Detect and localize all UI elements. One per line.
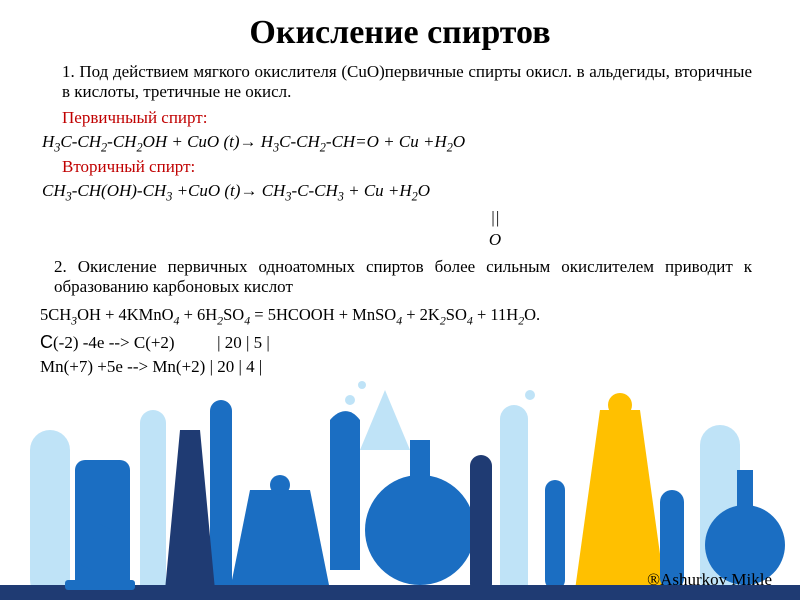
- equation-2: CH3-CH(OH)-CH3 +CuO (t)→ CH3-C-CH3 + Cu …: [40, 181, 760, 204]
- redox-line-1: C(-2) -4e --> C(+2) | 20 | 5 |: [40, 332, 760, 353]
- slide-content: Окисление спиртов 1. Под действием мягко…: [0, 0, 800, 600]
- author-credit: ®Ashurkov Mikle: [647, 570, 772, 590]
- section-2-intro: 2. Окисление первичных одноатомных спирт…: [40, 257, 760, 301]
- primary-alcohol-label: Первичныый спирт:: [40, 108, 760, 128]
- equation-3: 5CH3OH + 4KMnO4 + 6H2SO4 = 5HCOOH + MnSO…: [40, 305, 760, 328]
- double-bond-bars: ||: [230, 207, 760, 229]
- double-bond-oxygen: O: [230, 229, 760, 251]
- carbon-symbol: C: [40, 332, 53, 352]
- secondary-alcohol-label: Вторичный спирт:: [40, 157, 760, 177]
- section-1-intro: 1. Под действием мягкого окислителя (CuO…: [40, 62, 760, 106]
- double-bond-notation: || O: [40, 207, 760, 251]
- slide-title: Окисление спиртов: [40, 14, 760, 52]
- redox-1-rest: (-2) -4e --> C(+2) | 20 | 5 |: [53, 333, 270, 352]
- redox-line-2: Mn(+7) +5e --> Mn(+2) | 20 | 4 |: [40, 357, 760, 377]
- equation-1: H3C-CH2-CH2OH + CuO (t)→ H3C-CH2-CH=O + …: [40, 132, 760, 155]
